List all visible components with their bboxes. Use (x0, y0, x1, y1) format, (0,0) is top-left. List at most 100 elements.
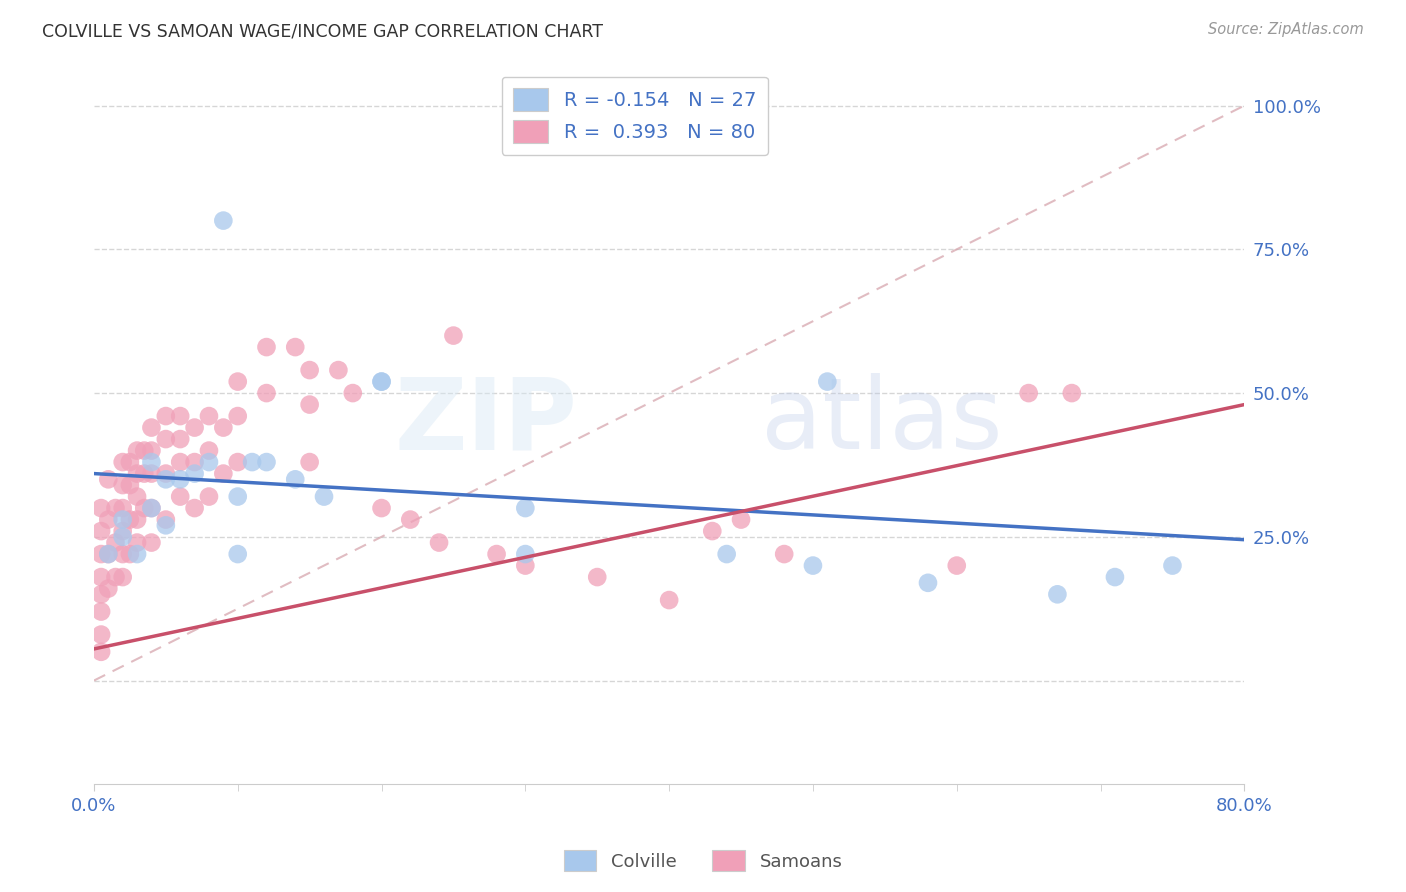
Point (141, 501, 163, 516)
Point (125, 467, 148, 481)
Point (141, 535, 163, 549)
Point (1104, 570, 1126, 584)
Point (515, 547, 537, 561)
Point (155, 518, 177, 533)
Point (97, 472, 120, 486)
Point (125, 512, 148, 526)
Point (169, 490, 191, 504)
Point (111, 478, 134, 492)
Point (118, 455, 141, 469)
Point (118, 478, 141, 492)
Point (97, 547, 120, 561)
Point (97, 547, 120, 561)
Point (917, 575, 939, 590)
Point (399, 512, 422, 526)
Point (212, 420, 235, 434)
Point (226, 547, 249, 561)
Point (370, 375, 392, 389)
Text: ZIP: ZIP (394, 374, 576, 470)
Point (104, 535, 127, 549)
Point (155, 432, 177, 446)
Point (515, 558, 537, 573)
Text: atlas: atlas (761, 374, 1002, 470)
Text: Source: ZipAtlas.com: Source: ZipAtlas.com (1208, 22, 1364, 37)
Point (256, 455, 278, 469)
Point (586, 570, 609, 584)
Point (118, 512, 141, 526)
Point (111, 570, 134, 584)
Point (169, 455, 191, 469)
Point (141, 443, 163, 458)
Point (141, 455, 163, 469)
Point (183, 501, 205, 516)
Point (104, 501, 127, 516)
Point (90, 605, 112, 619)
Point (155, 467, 177, 481)
Point (945, 558, 967, 573)
Point (658, 593, 681, 607)
Point (125, 535, 148, 549)
Point (702, 524, 724, 538)
Point (111, 530, 134, 544)
Point (90, 524, 112, 538)
Point (169, 432, 191, 446)
Point (155, 409, 177, 423)
Point (125, 443, 148, 458)
Point (485, 547, 508, 561)
Point (90, 627, 112, 641)
Point (118, 547, 141, 561)
Point (730, 512, 752, 526)
Point (134, 443, 156, 458)
Point (312, 490, 335, 504)
Point (125, 547, 148, 561)
Point (183, 455, 205, 469)
Point (198, 490, 221, 504)
Point (226, 490, 249, 504)
Point (1046, 587, 1069, 601)
Point (111, 455, 134, 469)
Point (284, 472, 307, 486)
Point (801, 558, 824, 573)
Point (134, 467, 156, 481)
Point (183, 420, 205, 434)
Point (1018, 386, 1040, 401)
Point (111, 524, 134, 538)
Point (240, 455, 263, 469)
Point (815, 375, 838, 389)
Point (212, 213, 235, 227)
Point (226, 375, 249, 389)
Point (97, 512, 120, 526)
Point (370, 501, 392, 516)
Point (212, 467, 235, 481)
Point (1060, 386, 1083, 401)
Point (298, 363, 321, 377)
Point (141, 467, 163, 481)
Point (90, 587, 112, 601)
Point (141, 420, 163, 434)
Point (104, 570, 127, 584)
Point (256, 386, 278, 401)
Point (183, 467, 205, 481)
Legend: R = -0.154   N = 27, R =  0.393   N = 80: R = -0.154 N = 27, R = 0.393 N = 80 (502, 77, 768, 154)
Point (256, 340, 278, 354)
Point (198, 455, 221, 469)
Point (90, 570, 112, 584)
Point (141, 501, 163, 516)
Point (169, 472, 191, 486)
Point (284, 340, 307, 354)
Point (198, 409, 221, 423)
Legend: Colville, Samoans: Colville, Samoans (557, 843, 849, 879)
Point (370, 375, 392, 389)
Point (155, 512, 177, 526)
Point (111, 512, 134, 526)
Point (155, 472, 177, 486)
Text: COLVILLE VS SAMOAN WAGE/INCOME GAP CORRELATION CHART: COLVILLE VS SAMOAN WAGE/INCOME GAP CORRE… (42, 22, 603, 40)
Point (226, 409, 249, 423)
Point (125, 490, 148, 504)
Point (342, 386, 364, 401)
Point (298, 455, 321, 469)
Point (298, 398, 321, 412)
Point (1161, 558, 1184, 573)
Point (90, 501, 112, 516)
Point (134, 501, 156, 516)
